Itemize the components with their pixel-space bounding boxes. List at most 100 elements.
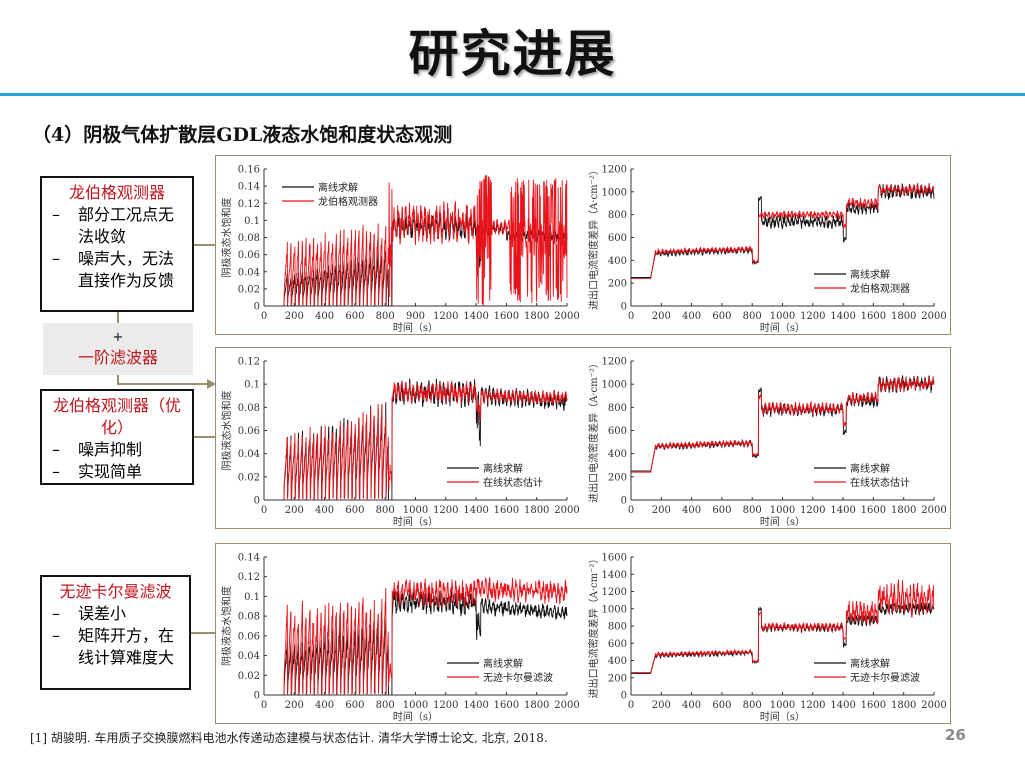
x-tick-label: 400 xyxy=(315,311,334,322)
x-tick-label: 2000 xyxy=(554,505,579,516)
x-tick-label: 1000 xyxy=(770,505,795,516)
y-tick-label: 0.04 xyxy=(238,651,260,662)
y-tick-label: 0.1 xyxy=(244,380,260,391)
x-tick-label: 2000 xyxy=(921,505,946,516)
x-tick-label: 200 xyxy=(285,700,304,711)
y-tick-label: 800 xyxy=(608,622,627,633)
x-tick-label: 200 xyxy=(652,505,671,516)
x-tick-label: 1400 xyxy=(830,505,855,516)
x-tick-label: 2000 xyxy=(554,700,579,711)
chart-current-ukf: 0 200 400 600 800 1000 1200 1400 1600 1800 2000 0 20… xyxy=(587,553,947,724)
y-tick-label: 0.02 xyxy=(238,472,260,483)
y-tick-label: 0.08 xyxy=(238,612,260,623)
x-tick-label: 800 xyxy=(743,505,762,516)
x-tick-label: 1400 xyxy=(463,311,488,322)
y-tick-label: 400 xyxy=(608,256,627,267)
note-heading: 龙伯格观测器（优化） xyxy=(52,396,181,437)
page-number: 26 xyxy=(945,726,966,744)
y-tick-label: 0.14 xyxy=(238,553,260,564)
series-line-estimate xyxy=(631,184,935,280)
x-tick-label: 1600 xyxy=(861,311,886,322)
note-item: – 部分工况点无法收敛 xyxy=(52,205,175,246)
chart-panel-luenberger: 0 200 400 600 800 900 1200 1400 1600 1800 2000 0 0.0… xyxy=(215,155,951,335)
y-tick-label: 600 xyxy=(608,233,627,244)
note-item: – 噪声抑制 xyxy=(52,440,143,459)
x-tick-label: 600 xyxy=(712,311,731,322)
note-heading: 龙伯格观测器 xyxy=(68,183,165,202)
x-tick-label: 0 xyxy=(261,311,267,322)
chart-current-luenberger: 0 200 400 600 800 1000 1200 1400 1600 1800 2000 0 20… xyxy=(587,165,947,335)
x-tick-label: 800 xyxy=(376,700,395,711)
reference-citation: [1] 胡骏明. 车用质子交换膜燃料电池水传递动态建模与状态估计. 清华大学博士… xyxy=(30,731,548,745)
x-tick-label: 800 xyxy=(376,505,395,516)
y-tick-label: 0.08 xyxy=(238,403,260,414)
y-tick-label: 1000 xyxy=(602,187,627,198)
arrow-head-icon xyxy=(207,379,216,389)
x-tick-label: 400 xyxy=(682,700,701,711)
x-tick-label: 1200 xyxy=(433,505,458,516)
legend-label: 离线求解 xyxy=(850,657,890,670)
y-tick-label: 0 xyxy=(254,691,260,702)
y-tick-label: 1200 xyxy=(602,587,627,598)
y-tick-label: 0.1 xyxy=(244,216,260,227)
y-tick-label: 1200 xyxy=(602,165,627,176)
series-line-estimate xyxy=(264,174,568,307)
y-tick-label: 0.12 xyxy=(238,357,260,368)
x-axis-label: 时间（s） xyxy=(393,321,438,334)
section-subtitle: （4）阴极气体扩散层GDL液态水饱和度状态观测 xyxy=(32,124,453,146)
x-tick-label: 1200 xyxy=(433,700,458,711)
series-line-estimate xyxy=(631,579,935,674)
legend-label: 离线求解 xyxy=(850,462,890,475)
y-tick-label: 1200 xyxy=(602,357,627,368)
y-tick-label: 0.08 xyxy=(238,233,260,244)
x-tick-label: 400 xyxy=(682,311,701,322)
x-tick-label: 1000 xyxy=(770,311,795,322)
legend-label: 无迹卡尔曼滤波 xyxy=(850,671,920,684)
x-tick-label: 2000 xyxy=(921,311,946,322)
note-item: – 实现简单 xyxy=(52,462,143,481)
chart-saturation-luenberger: 0 200 400 600 800 900 1200 1400 1600 1800 2000 0 0.0… xyxy=(220,165,580,335)
legend-label: 在线状态估计 xyxy=(483,476,543,489)
x-axis-label: 时间（s） xyxy=(760,515,805,528)
x-tick-label: 400 xyxy=(682,505,701,516)
x-tick-label: 600 xyxy=(712,505,731,516)
y-axis-label: 进出口电流密度差异（A·cm⁻²） xyxy=(587,554,600,699)
legend-label: 龙伯格观测器 xyxy=(318,195,378,208)
x-tick-label: 1000 xyxy=(403,505,428,516)
y-tick-label: 400 xyxy=(608,449,627,460)
y-tick-label: 600 xyxy=(608,426,627,437)
y-axis-label: 阴极液态水饱和度 xyxy=(220,586,233,666)
y-axis-label: 阴极液态水饱和度 xyxy=(220,391,233,471)
y-tick-label: 0 xyxy=(621,691,627,702)
x-tick-label: 2000 xyxy=(921,700,946,711)
y-axis-label: 进出口电流密度差异（A·cm⁻²） xyxy=(587,358,600,503)
x-tick-label: 1800 xyxy=(524,505,549,516)
y-tick-label: 1400 xyxy=(602,570,627,581)
note-ukf: 无迹卡尔曼滤波 – 误差小 – 矩阵开方，在线计算难度大 xyxy=(40,575,191,690)
x-tick-label: 0 xyxy=(628,311,634,322)
x-tick-label: 0 xyxy=(261,700,267,711)
y-tick-label: 800 xyxy=(608,403,627,414)
x-tick-label: 600 xyxy=(345,311,364,322)
x-tick-label: 1400 xyxy=(463,505,488,516)
x-tick-label: 1400 xyxy=(830,311,855,322)
x-tick-label: 900 xyxy=(406,311,425,322)
connector-line xyxy=(117,375,119,384)
y-tick-label: 800 xyxy=(608,210,627,221)
note-item: – 误差小 xyxy=(52,604,127,623)
legend-label: 在线状态估计 xyxy=(850,476,910,489)
connector-line xyxy=(117,312,119,323)
x-tick-label: 1000 xyxy=(403,700,428,711)
x-tick-label: 200 xyxy=(285,505,304,516)
y-tick-label: 0.02 xyxy=(238,284,260,295)
y-tick-label: 400 xyxy=(608,656,627,667)
series-line-offline xyxy=(631,183,935,278)
filter-box: + 一阶滤波器 xyxy=(43,323,193,375)
y-tick-label: 600 xyxy=(608,639,627,650)
legend-label: 离线求解 xyxy=(318,181,358,194)
x-tick-label: 1600 xyxy=(861,505,886,516)
x-tick-label: 1800 xyxy=(524,700,549,711)
legend-label: 离线求解 xyxy=(850,268,890,281)
y-tick-label: 0.04 xyxy=(238,449,260,460)
y-axis-label: 进出口电流密度差异（A·cm⁻²） xyxy=(587,165,600,310)
